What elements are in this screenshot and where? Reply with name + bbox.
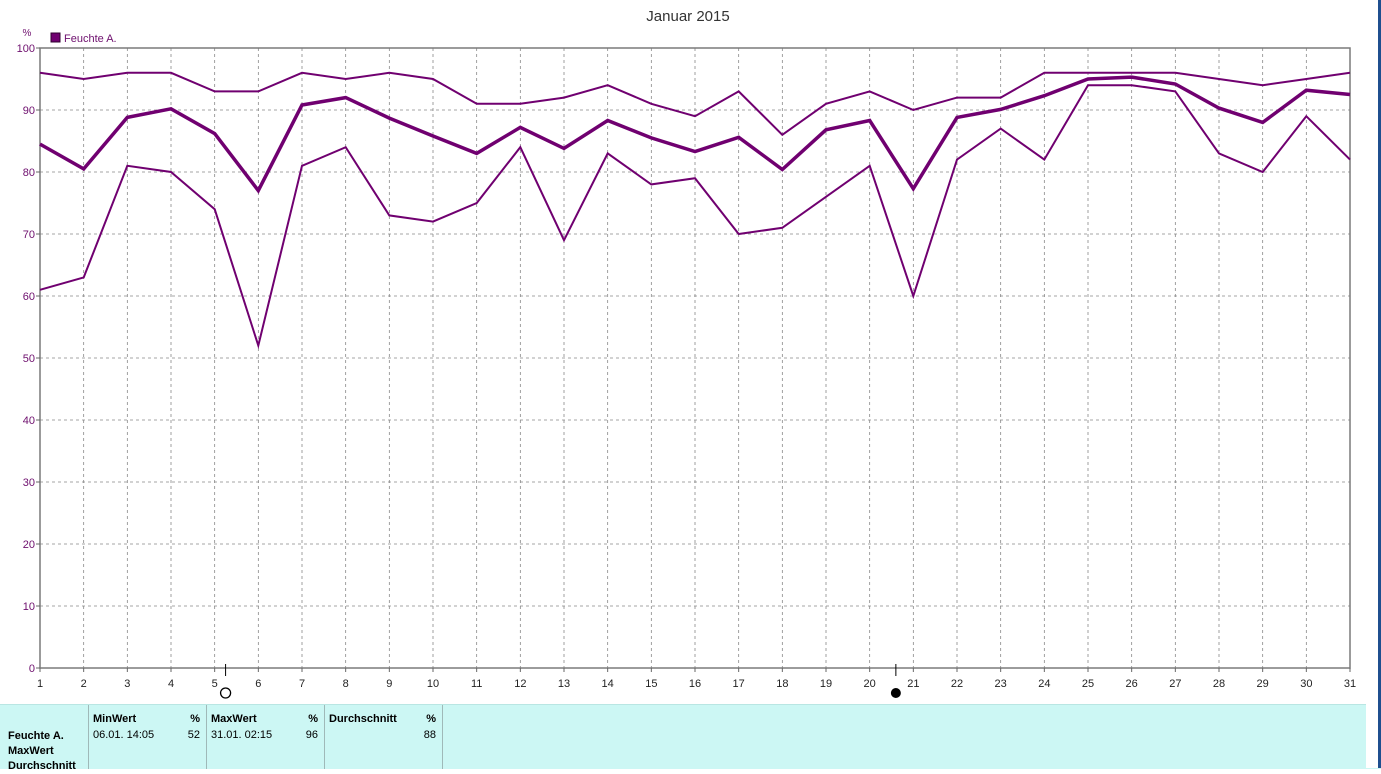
- col-header: MinWert: [93, 713, 137, 725]
- window-edge: [1366, 0, 1381, 768]
- x-tick-label: 7: [299, 678, 305, 690]
- col-value: 96: [305, 729, 318, 741]
- new-moon-icon: [890, 688, 901, 698]
- x-tick-label: 10: [427, 678, 439, 690]
- col-date: 31.01. 02:15: [211, 729, 273, 741]
- x-tick-label: 8: [343, 678, 349, 690]
- x-tick-label: 18: [776, 678, 788, 690]
- x-tick-label: 11: [471, 678, 482, 690]
- x-tick-label: 24: [1038, 678, 1050, 690]
- y-tick-label: 50: [23, 353, 35, 365]
- x-tick-label: 4: [168, 678, 174, 690]
- x-tick-label: 29: [1257, 678, 1269, 690]
- row-label-sensor: Feuchte A.: [8, 730, 64, 742]
- humidity-chart: Januar 2015 % Feuchte A. 010203040506070…: [17, 8, 1356, 699]
- x-tick-label: 9: [386, 678, 392, 690]
- row-label-avg: Durchschnitt: [8, 760, 76, 772]
- series-line-max: [39, 71, 1351, 137]
- series-line-min: [39, 84, 1351, 350]
- y-axis-ticks: 0 10 20 30 40 50 60 70 80 90 100: [17, 43, 40, 675]
- y-tick-label: 40: [23, 415, 35, 427]
- x-axis-ticks: 1 2 3 4 5 6 7 8 9 10 11 12 13 14 15 16 17 18 19 20 21 22 23 24 2…: [37, 668, 1356, 690]
- col-value: 88: [423, 729, 436, 741]
- y-axis-unit-label: %: [23, 28, 32, 39]
- y-tick-label: 30: [23, 477, 35, 489]
- y-tick-label: 70: [23, 229, 35, 241]
- legend-swatch: [50, 32, 61, 43]
- y-tick-label: 90: [23, 105, 35, 117]
- x-tick-label: 5: [212, 678, 218, 690]
- x-tick-label: 15: [645, 678, 657, 690]
- x-tick-label: 23: [995, 678, 1007, 690]
- col-unit: %: [190, 713, 200, 725]
- y-tick-label: 10: [23, 601, 35, 613]
- col-header: MaxWert: [211, 713, 257, 725]
- col-unit: %: [308, 713, 318, 725]
- x-tick-label: 20: [864, 678, 876, 690]
- y-tick-label: 60: [23, 291, 35, 303]
- chart-title: Januar 2015: [646, 8, 729, 25]
- y-tick-label: 80: [23, 167, 35, 179]
- col-unit: %: [426, 713, 436, 725]
- series-lines: [39, 71, 1351, 350]
- x-tick-label: 28: [1213, 678, 1225, 690]
- full-moon-icon: [219, 687, 232, 699]
- x-tick-label: 14: [602, 678, 614, 690]
- window-edge-bar: [1378, 0, 1381, 768]
- x-tick-label: 3: [124, 678, 130, 690]
- summary-panel: Feuchte A. MaxWert Durchschnitt MinWert …: [0, 704, 1381, 772]
- summary-col-avg: Durchschnitt % 88: [324, 705, 443, 769]
- x-tick-label: 27: [1169, 678, 1181, 690]
- summary-col-min: MinWert % 06.01. 14:05 52: [88, 705, 207, 769]
- y-tick-label: 0: [29, 663, 35, 675]
- x-tick-label: 22: [951, 678, 963, 690]
- x-tick-label: 25: [1082, 678, 1094, 690]
- summary-col-max: MaxWert % 31.01. 02:15 96: [206, 705, 325, 769]
- x-tick-label: 6: [255, 678, 261, 690]
- x-tick-label: 30: [1300, 678, 1312, 690]
- y-tick-label: 20: [23, 539, 35, 551]
- x-tick-label: 1: [37, 678, 43, 690]
- x-tick-label: 17: [733, 678, 745, 690]
- col-header: Durchschnitt: [329, 713, 397, 725]
- x-tick-label: 26: [1126, 678, 1138, 690]
- x-tick-label: 12: [514, 678, 526, 690]
- x-tick-label: 2: [81, 678, 87, 690]
- y-tick-label: 100: [17, 43, 35, 55]
- x-tick-label: 19: [820, 678, 832, 690]
- moon-phase-markers: [219, 664, 901, 699]
- series-line-avg: [39, 75, 1351, 194]
- x-tick-label: 16: [689, 678, 701, 690]
- col-date: 06.01. 14:05: [93, 729, 155, 741]
- legend-label: Feuchte A.: [64, 33, 117, 45]
- x-tick-label: 13: [558, 678, 570, 690]
- col-value: 52: [187, 729, 200, 741]
- grid-lines: [40, 48, 1350, 668]
- x-tick-label: 21: [907, 678, 919, 690]
- row-label-max: MaxWert: [8, 745, 54, 757]
- x-tick-label: 31: [1344, 678, 1356, 690]
- summary-row-labels: Feuchte A. MaxWert Durchschnitt: [8, 729, 76, 774]
